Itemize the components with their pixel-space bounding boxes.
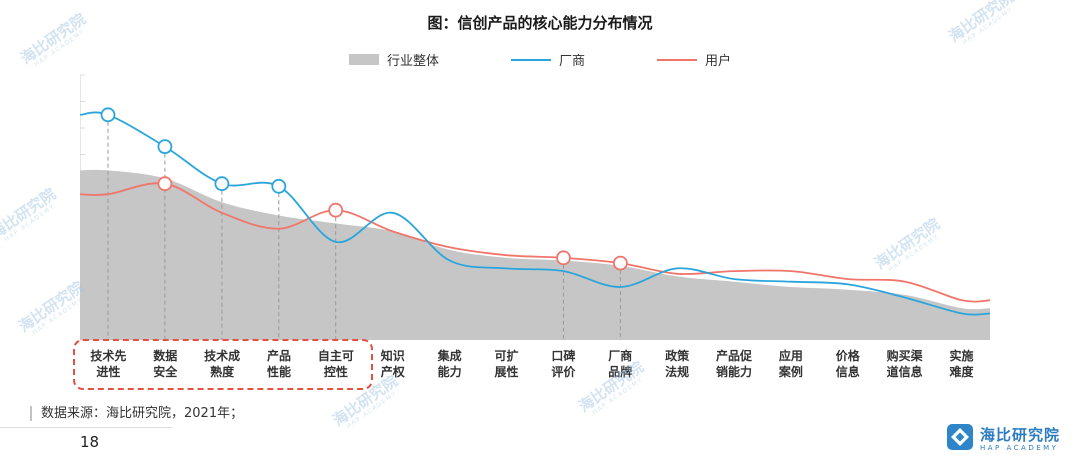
x-axis-label-8: 口碑 评价 <box>551 349 576 379</box>
legend-label: 用户 <box>705 54 732 69</box>
logo-text: 海比研究院 HAP ACADEMY <box>979 425 1060 452</box>
highlighted-categories-box <box>73 339 373 390</box>
footer-divider <box>0 427 172 428</box>
x-axis-label-1: 数据 安全 <box>153 349 178 379</box>
x-axis-label-5: 知识 产权 <box>380 349 405 379</box>
x-axis-labels: 技术先 进性 数据 安全 技术成 熟度 产品 性能 自主可 控性 知识 产权 集成 能力 可扩… <box>80 348 990 380</box>
chart-legend: 行业整体 厂商 用户 <box>0 50 1080 69</box>
x-axis-label-10: 政策 法规 <box>665 349 690 379</box>
chart-canvas <box>79 74 991 341</box>
data-source: 数据来源：海比研究院，2021年； <box>30 406 243 421</box>
logo-icon <box>946 424 973 454</box>
legend-line-swatch <box>657 58 697 61</box>
x-axis-label-2: 技术成 熟度 <box>204 349 241 379</box>
legend-area-swatch <box>348 54 379 65</box>
watermark: 海比研究院 HAP ACADEMY <box>0 184 60 244</box>
logo-name: 海比研究院 <box>979 425 1060 444</box>
x-axis-label-11: 产品促 销能力 <box>716 349 753 379</box>
x-axis-label-3: 产品 性能 <box>267 349 292 379</box>
x-axis-label-15: 实施 难度 <box>949 349 974 379</box>
legend-item-1: 厂商 <box>510 50 585 69</box>
legend-label: 厂商 <box>558 54 585 69</box>
x-axis-label-7: 可扩 展性 <box>494 349 519 379</box>
logo-subtitle: HAP ACADEMY <box>979 443 1059 452</box>
x-axis-label-12: 应用 案例 <box>778 349 803 379</box>
x-axis-label-14: 购买渠 道信息 <box>886 349 923 379</box>
legend-label: 行业整体 <box>386 54 439 69</box>
x-axis-label-4: 自主可 控性 <box>317 349 354 379</box>
legend-item-0: 行业整体 <box>348 50 439 69</box>
x-axis-label-9: 厂商 品牌 <box>608 349 633 379</box>
chart-area <box>79 74 991 341</box>
x-axis-label-6: 集成 能力 <box>437 349 462 379</box>
page-number: 18 <box>80 433 100 451</box>
x-axis-label-0: 技术先 进性 <box>90 349 127 379</box>
brand-logo: 海比研究院 HAP ACADEMY <box>946 424 1060 454</box>
chart-title: 图：信创产品的核心能力分布情况 <box>427 14 653 32</box>
legend-line-swatch <box>510 58 551 61</box>
x-axis-label-13: 价格 信息 <box>835 349 860 379</box>
legend-item-2: 用户 <box>657 50 731 69</box>
